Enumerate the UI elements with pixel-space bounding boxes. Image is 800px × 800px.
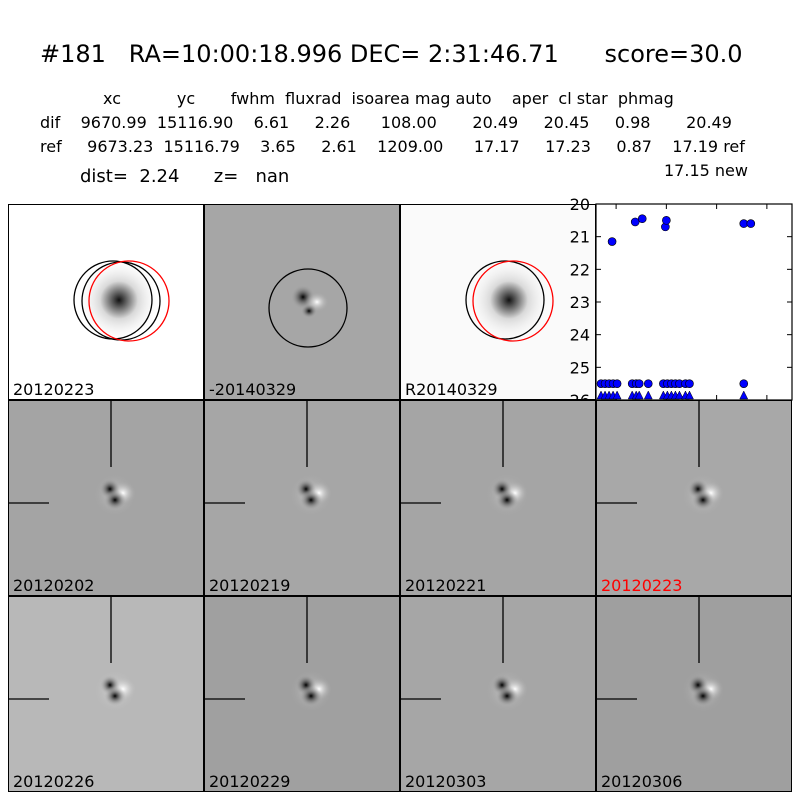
panel-label: -20140329 (209, 380, 297, 399)
plot-frame (595, 203, 793, 401)
stamp-image (9, 597, 137, 713)
ref-stamp-image (73, 258, 170, 342)
y-tick-label: 23 (570, 293, 590, 312)
rref-stamp-panel: R20140329 (400, 204, 596, 400)
ref-stamp-panel: 20120223 (8, 204, 204, 400)
panel-label: 20120202 (13, 576, 95, 595)
new-mag-value: 17.15 new (664, 161, 748, 180)
red-aperture-circle (472, 260, 554, 342)
data-point (643, 379, 653, 388)
y-tick-label: 22 (570, 260, 590, 279)
data-point (630, 217, 640, 227)
stamp-panel: 20120219 (204, 400, 400, 596)
data-point (612, 379, 622, 388)
panel-label: 20120219 (209, 576, 291, 595)
y-tick-label: 25 (570, 358, 590, 377)
stamp-panel: 20120303 (400, 596, 596, 792)
y-tick-label: 21 (570, 228, 590, 247)
candidate-title: #181 RA=10:00:18.996 DEC= 2:31:46.71 sco… (40, 40, 743, 68)
panel-label: 20120223 (601, 576, 683, 595)
stamp-panel: 20120223 (596, 400, 792, 596)
black-aperture-circle (465, 260, 545, 340)
upper-limit-marker (739, 390, 749, 400)
rref-stamp-image (465, 258, 554, 342)
panel-label: 20120223 (13, 380, 95, 399)
panel-label: 20120221 (405, 576, 487, 595)
light-curve-plot: 20212223242526−50050100 (570, 195, 793, 424)
aperture-circle (268, 268, 348, 348)
panel-label: R20140329 (405, 380, 498, 399)
stamp-image (205, 401, 333, 517)
data-point (746, 219, 756, 228)
stamp-image (597, 401, 725, 517)
diff-stamp-image (268, 268, 348, 348)
stamp-image (401, 401, 529, 517)
stamp-image (9, 401, 137, 517)
stamp-image (401, 597, 529, 713)
stamp-panel: 20120306 (596, 596, 792, 792)
data-point (739, 379, 749, 388)
data-point (634, 379, 644, 388)
upper-limit-marker (675, 390, 684, 400)
y-tick-label: 24 (570, 326, 590, 345)
panel-label: 20120303 (405, 772, 487, 791)
dif-values-row: dif 9670.99 15116.90 6.61 2.26 108.00 20… (40, 113, 732, 132)
upper-limit-marker (685, 390, 694, 400)
upper-limit-marker (643, 390, 653, 400)
panel-label: 20120229 (209, 772, 291, 791)
y-tick-label: 20 (570, 195, 590, 214)
ref-values-row: ref 9673.23 15116.79 3.65 2.61 1209.00 1… (40, 137, 745, 156)
stamp-panel: 20120226 (8, 596, 204, 792)
dist-z-line: dist= 2.24 z= nan (80, 166, 290, 187)
stamp-panel: 20120229 (204, 596, 400, 792)
stamp-panel: 20120221 (400, 400, 596, 596)
data-point (685, 379, 694, 388)
stamp-image (205, 597, 333, 713)
data-point (662, 216, 671, 225)
stamp-panel: 20120202 (8, 400, 204, 596)
data-point (607, 237, 617, 246)
upper-limit-marker (612, 390, 622, 400)
red-aperture-circle (88, 260, 170, 342)
upper-limit-marker (634, 390, 644, 400)
panel-label: 20120226 (13, 772, 95, 791)
column-header-row: xc yc fwhm fluxrad isoarea mag auto aper… (103, 89, 674, 108)
diff-stamp-panel: -20140329 (204, 204, 400, 400)
star-psf (77, 258, 161, 342)
light-curve-svg: 20212223242526−50050100 (570, 195, 793, 424)
stamp-image (597, 597, 725, 713)
data-point (637, 214, 647, 223)
panel-label: 20120306 (601, 772, 683, 791)
